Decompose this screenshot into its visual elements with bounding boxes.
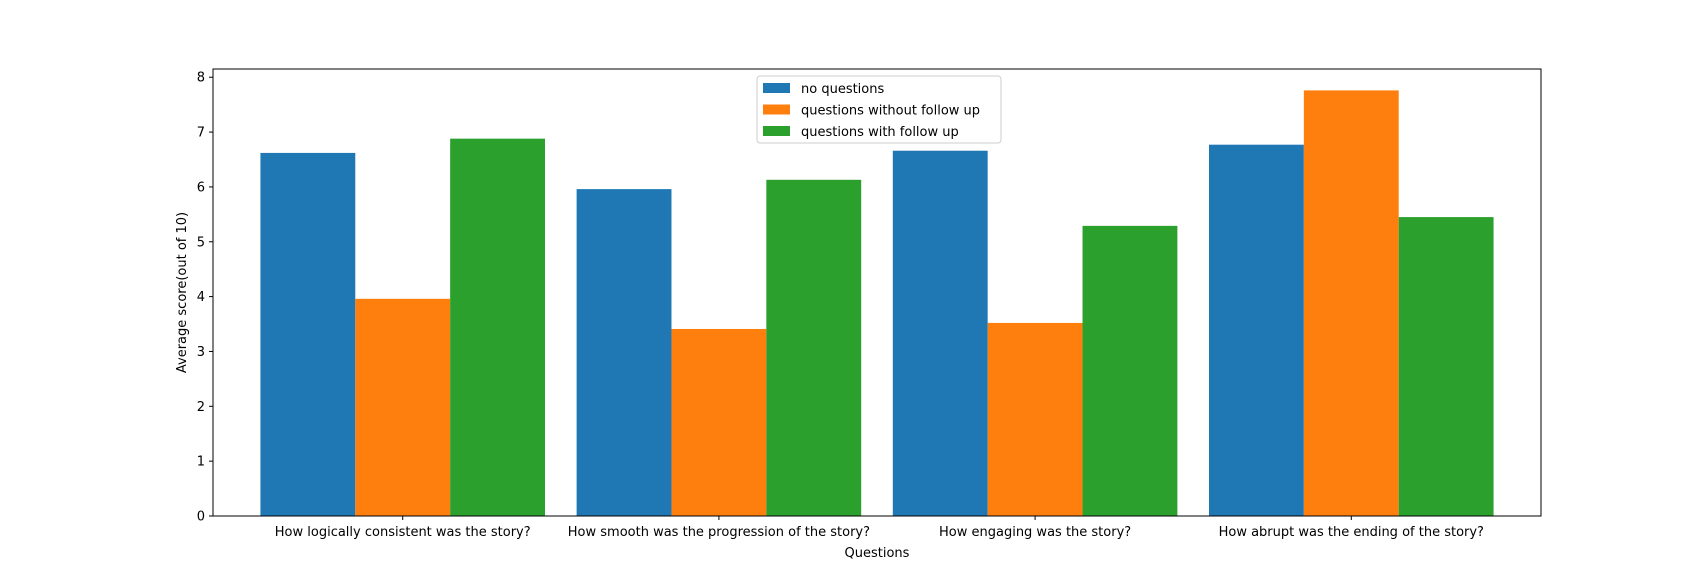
y-axis: 0 1 2 3 4 5 6 7 8 [197, 71, 213, 525]
y-tick-label-2: 2 [197, 400, 205, 415]
y-tick-label-8: 8 [197, 71, 205, 86]
bars-group [260, 90, 1494, 517]
x-tick-label-0: How logically consistent was the story? [275, 525, 531, 540]
x-axis: How logically consistent was the story? H… [275, 516, 1484, 540]
x-axis-label: Questions [845, 546, 910, 561]
bar-0-1 [576, 189, 672, 516]
y-tick-label-1: 1 [197, 455, 205, 470]
bar-0-3 [1209, 144, 1304, 516]
bar-2-2 [1082, 225, 1178, 517]
y-tick-label-4: 4 [197, 290, 205, 305]
y-tick-label-7: 7 [197, 126, 205, 141]
x-tick-label-1: How smooth was the progression of the st… [568, 525, 870, 540]
y-axis-label: Average score(out of 10) [175, 212, 190, 373]
plot-frame [212, 68, 1542, 517]
bar-1-3 [1303, 90, 1399, 516]
legend-label-2: questions with follow up [801, 125, 959, 140]
x-tick-label-3: How abrupt was the ending of the story? [1219, 525, 1484, 540]
legend-swatch-2 [763, 126, 790, 136]
bar-2-1 [766, 179, 862, 517]
bar-1-2 [987, 322, 1083, 516]
y-tick-label-6: 6 [197, 180, 205, 195]
legend-label-0: no questions [801, 82, 884, 97]
legend-swatch-1 [763, 104, 790, 115]
bar-0-2 [892, 150, 988, 516]
bar-0-0 [260, 152, 356, 516]
legend-label-1: questions without follow up [801, 104, 980, 119]
legend: no questions questions without follow up q… [756, 75, 1002, 144]
bar-2-0 [450, 138, 545, 516]
y-tick-label-5: 5 [197, 235, 205, 250]
bar-1-1 [671, 328, 767, 516]
bar-1-0 [355, 298, 451, 516]
legend-swatch-0 [763, 83, 790, 93]
bar-2-3 [1398, 217, 1494, 517]
x-tick-label-2: How engaging was the story? [939, 525, 1131, 540]
y-tick-label-0: 0 [197, 510, 205, 525]
y-tick-label-3: 3 [197, 345, 205, 360]
legend-box [756, 75, 1002, 144]
